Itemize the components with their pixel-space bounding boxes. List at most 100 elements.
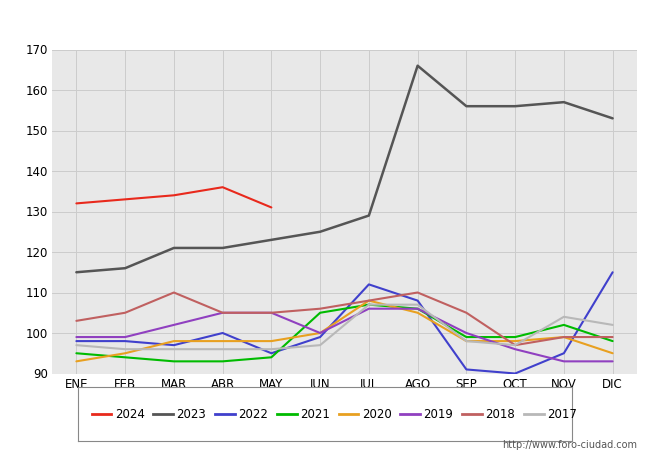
2019 [218,310,227,315]
2020 [170,338,178,344]
Line: 2022: 2022 [77,272,612,374]
2018 [413,290,421,295]
2023 [268,237,276,243]
2018 [560,334,568,340]
2022 [170,342,178,348]
Line: 2021: 2021 [77,305,612,361]
Text: 2020: 2020 [362,408,391,420]
2017 [316,342,324,348]
Line: 2023: 2023 [77,66,612,272]
2017 [560,314,568,319]
2018 [608,334,616,340]
2019 [413,306,421,311]
2021 [72,351,81,356]
2022 [365,282,373,287]
2020 [121,351,129,356]
2024 [121,197,129,202]
2023 [365,213,373,218]
2019 [365,306,373,311]
2018 [511,342,519,348]
2017 [608,322,616,328]
2021 [121,355,129,360]
2018 [268,310,276,315]
2021 [316,310,324,315]
2018 [463,310,471,315]
2022 [72,338,81,344]
2021 [608,338,616,344]
2018 [316,306,324,311]
2020 [608,351,616,356]
2022 [608,270,616,275]
2020 [316,330,324,336]
2024 [218,184,227,190]
2019 [608,359,616,364]
2023 [511,104,519,109]
2022 [316,334,324,340]
2023 [218,245,227,251]
2024 [268,205,276,210]
Text: 2017: 2017 [547,408,577,420]
2022 [560,351,568,356]
2021 [413,306,421,311]
2017 [170,346,178,352]
Text: 2023: 2023 [177,408,206,420]
Text: Afiliados en San Tirso de Abres a 31/5/2024: Afiliados en San Tirso de Abres a 31/5/2… [150,15,500,30]
Text: 2019: 2019 [424,408,454,420]
2019 [170,322,178,328]
2023 [170,245,178,251]
2024 [72,201,81,206]
Text: 2024: 2024 [115,408,145,420]
2021 [463,334,471,340]
Line: 2020: 2020 [77,301,612,361]
2018 [121,310,129,315]
2023 [316,229,324,234]
2020 [413,310,421,315]
2020 [218,338,227,344]
2022 [121,338,129,344]
2023 [121,266,129,271]
2017 [365,302,373,307]
2022 [511,371,519,376]
2019 [268,310,276,315]
2022 [463,367,471,372]
2018 [365,298,373,303]
2020 [72,359,81,364]
2021 [560,322,568,328]
Text: http://www.foro-ciudad.com: http://www.foro-ciudad.com [502,440,637,450]
2020 [463,338,471,344]
2019 [72,334,81,340]
2021 [170,359,178,364]
2021 [218,359,227,364]
2017 [268,346,276,352]
2022 [268,351,276,356]
2023 [72,270,81,275]
2017 [218,346,227,352]
2022 [218,330,227,336]
2023 [608,116,616,121]
2018 [170,290,178,295]
Line: 2018: 2018 [77,292,612,345]
2021 [268,355,276,360]
2023 [413,63,421,68]
Text: 2021: 2021 [300,408,330,420]
2019 [560,359,568,364]
2018 [218,310,227,315]
2017 [72,342,81,348]
2020 [560,334,568,340]
2022 [413,298,421,303]
2019 [511,346,519,352]
2024 [170,193,178,198]
2017 [413,302,421,307]
Line: 2017: 2017 [77,305,612,349]
2021 [365,302,373,307]
2019 [316,330,324,336]
2018 [72,318,81,324]
2017 [511,342,519,348]
2023 [463,104,471,109]
2017 [121,346,129,352]
2020 [511,338,519,344]
Line: 2019: 2019 [77,309,612,361]
2019 [121,334,129,340]
2020 [268,338,276,344]
Text: 2022: 2022 [239,408,268,420]
